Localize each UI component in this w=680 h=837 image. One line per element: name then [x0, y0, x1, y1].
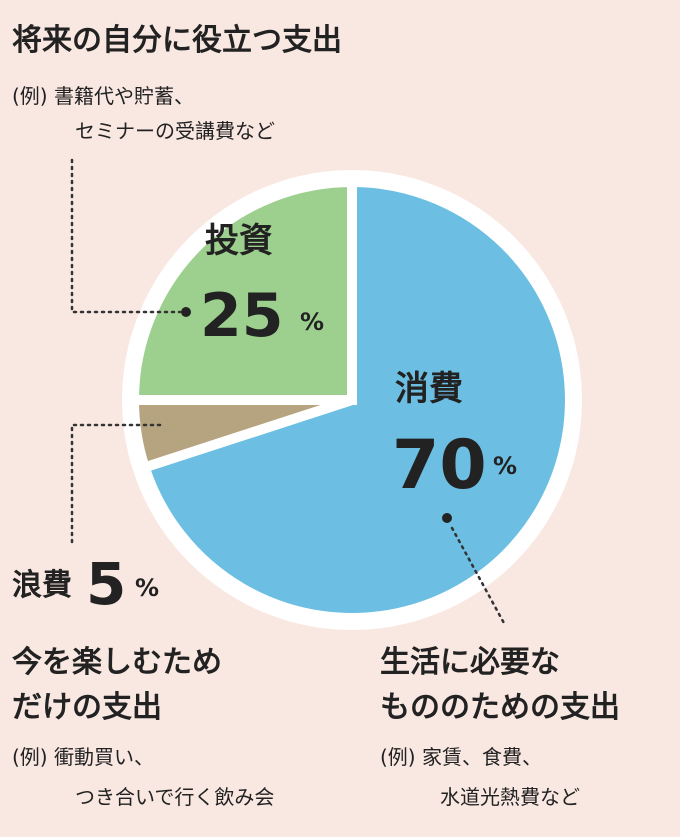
annotation-example: (例) 衝動買い、 — [12, 745, 154, 769]
leader-line — [70, 423, 162, 547]
slice-label: 投資 — [205, 221, 273, 261]
annotation-title: 生活に必要な — [380, 645, 560, 680]
slice-value: 70 — [392, 426, 487, 505]
slice-value: 5 — [86, 550, 126, 618]
annotation-title: もののための支出 — [380, 690, 620, 725]
slice-unit: % — [493, 452, 517, 480]
annotation-title: 今を楽しむため — [12, 645, 222, 680]
slice-label: 消費 — [395, 369, 463, 409]
slice-value: 25 — [200, 281, 284, 351]
slice-label: 浪費 — [12, 568, 72, 603]
annotation-example: セミナーの受講費など — [75, 119, 275, 143]
annotation-example: 水道光熱費など — [440, 785, 580, 809]
pie — [122, 170, 582, 630]
annotation-example: (例) 家賃、食費、 — [380, 745, 542, 769]
annotation-example: つき合いで行く飲み会 — [75, 785, 274, 809]
annotation-title: だけの支出 — [12, 690, 162, 725]
slice-unit: % — [135, 574, 159, 602]
annotation-title: 将来の自分に役立つ支出 — [12, 23, 342, 58]
slice-unit: % — [300, 308, 324, 336]
pie-slice — [128, 176, 357, 405]
leader-line — [450, 526, 507, 627]
leader-dot — [181, 307, 191, 317]
leader-line — [70, 158, 182, 314]
pie-slice — [138, 176, 575, 623]
leader-dot — [442, 513, 452, 523]
annotation-example: (例) 書籍代や貯蓄、 — [12, 84, 194, 108]
